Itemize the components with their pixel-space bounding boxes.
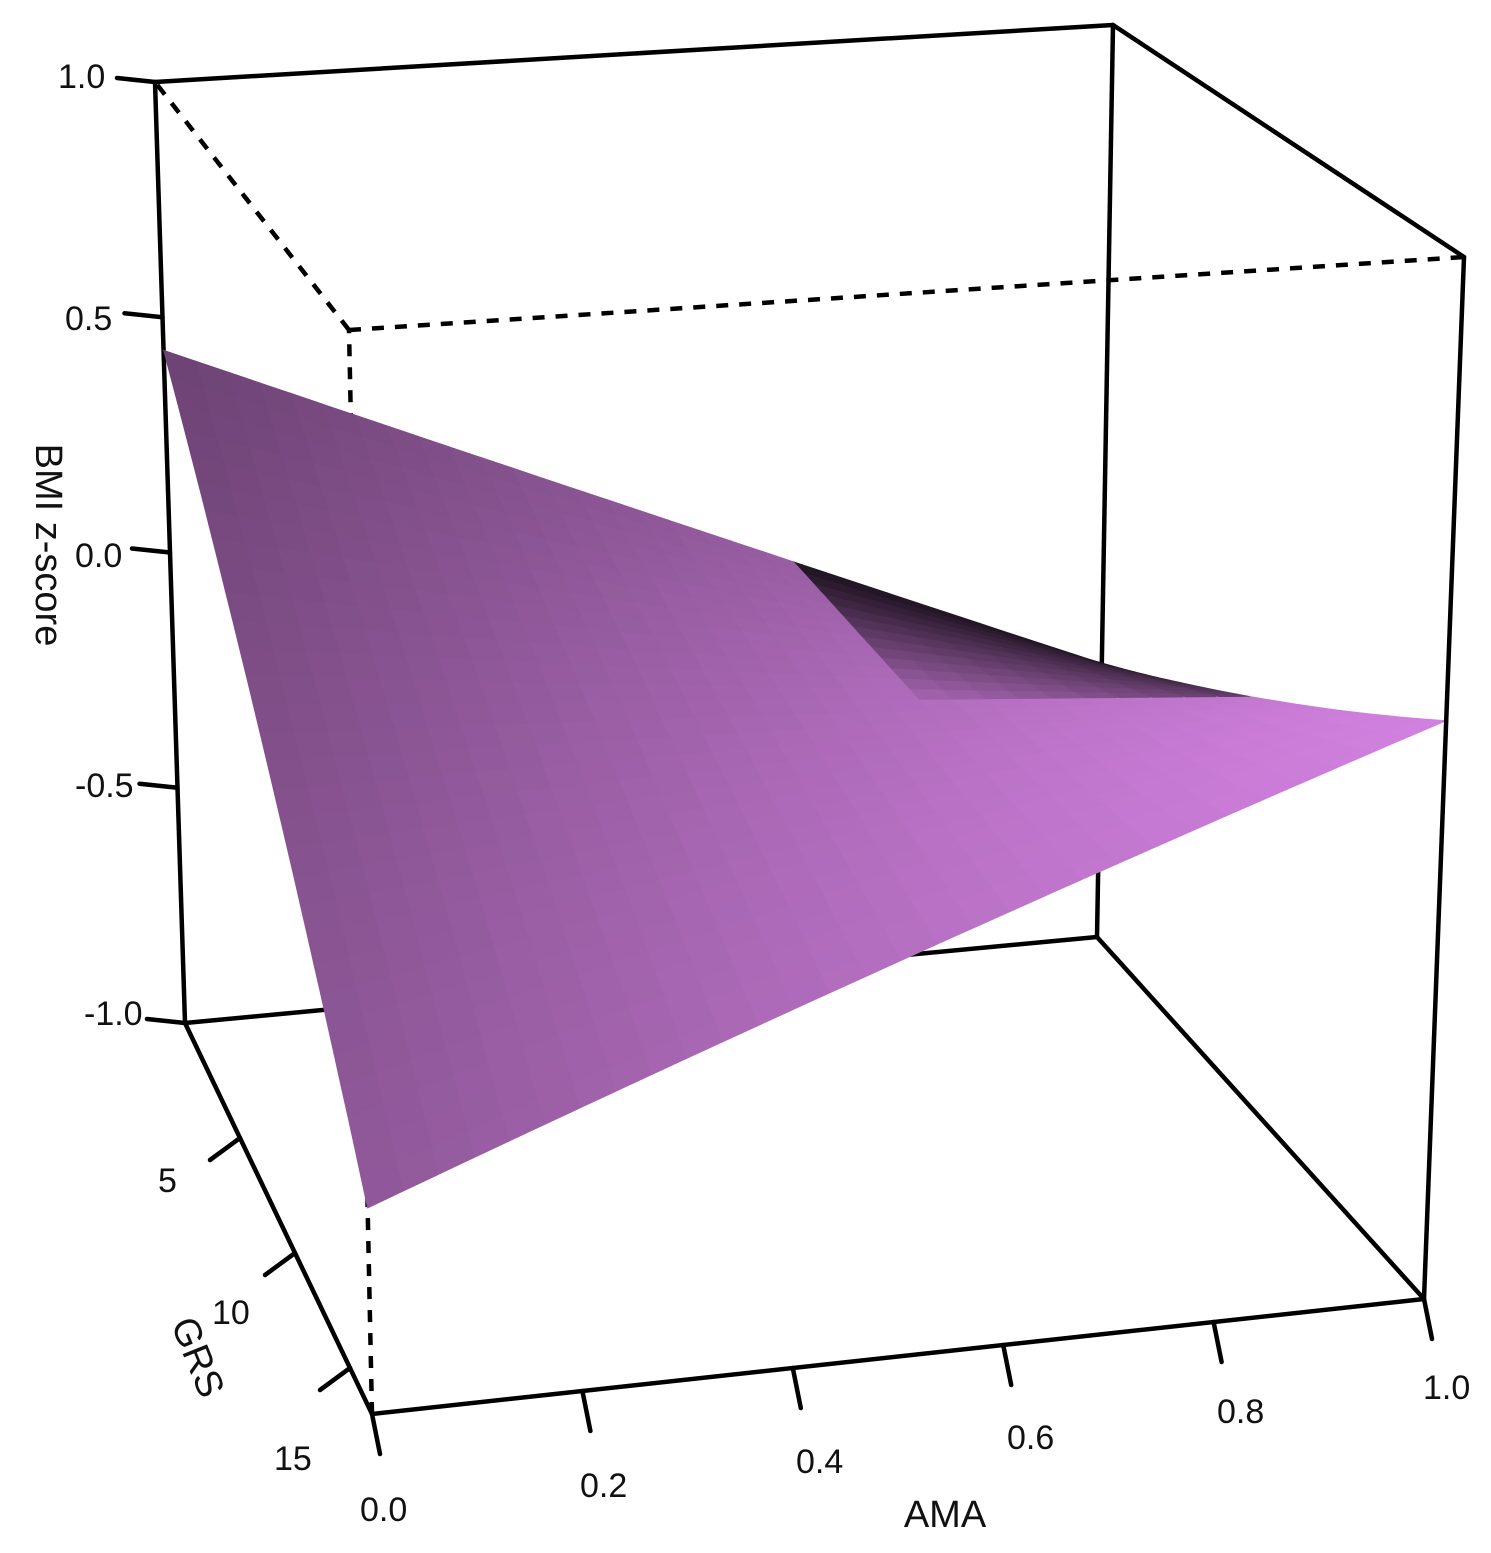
surface-facet — [279, 813, 322, 848]
bounding-box-front — [182, 254, 1467, 1417]
x-tick-label: 1.0 — [1423, 1369, 1470, 1407]
axis-ticks — [114, 75, 1435, 1457]
x-tick-mark — [1000, 1342, 1014, 1388]
z-tick-mark — [114, 75, 158, 85]
surface-facet — [327, 864, 370, 900]
z-tick-label: 1.0 — [58, 58, 105, 96]
surface-facet — [293, 869, 335, 906]
y-tick-mark — [207, 1135, 243, 1163]
surface-facet — [272, 785, 315, 819]
z-tick-mark — [137, 781, 180, 790]
x-tick-label: 0.0 — [360, 1491, 407, 1529]
surface-facet — [238, 646, 280, 677]
x-tick-mark — [790, 1365, 804, 1411]
box-edge — [1110, 22, 1467, 260]
y-tick-label: 15 — [274, 1440, 312, 1478]
z-tick-mark — [129, 546, 173, 555]
surface — [163, 349, 1447, 1209]
z-tick-mark — [144, 1016, 188, 1026]
z-tick-label: -0.5 — [75, 767, 134, 805]
box-edge — [182, 1020, 375, 1417]
box-edge — [369, 1296, 1427, 1417]
surface-facet — [286, 841, 329, 877]
z-tick-label: -1.0 — [84, 995, 143, 1033]
y-tick-label: 10 — [212, 1294, 250, 1332]
x-tick-mark — [1211, 1319, 1224, 1365]
y-tick-label: 5 — [158, 1162, 177, 1200]
surface-facet — [163, 349, 204, 388]
x-axis-title: AMA — [904, 1494, 987, 1536]
x-tick-mark — [369, 1411, 383, 1457]
x-tick-label: 0.8 — [1217, 1393, 1264, 1431]
box-edge — [1421, 254, 1467, 1302]
z-tick-label: 0.0 — [75, 537, 122, 575]
x-tick-label: 0.6 — [1007, 1419, 1054, 1457]
surface-facet — [259, 730, 301, 761]
z-tick-mark — [122, 311, 165, 320]
x-tick-mark — [1421, 1296, 1435, 1342]
box-edge — [1094, 934, 1427, 1302]
y-tick-mark — [262, 1250, 298, 1278]
surface-facet — [252, 702, 294, 733]
z-tick-label: 0.5 — [65, 300, 112, 338]
x-tick-label: 0.2 — [580, 1467, 627, 1505]
surface-facet — [266, 757, 308, 790]
z-axis-title: BMI z-score — [27, 444, 69, 647]
x-tick-label: 0.4 — [796, 1443, 843, 1481]
x-tick-mark — [580, 1388, 593, 1434]
box-edge — [152, 22, 1116, 85]
y-tick-mark — [317, 1365, 353, 1393]
hidden-box-edge — [153, 80, 351, 332]
surface-facet — [245, 674, 287, 704]
surface-facet — [320, 836, 363, 871]
hidden-box-edge — [348, 254, 1465, 333]
